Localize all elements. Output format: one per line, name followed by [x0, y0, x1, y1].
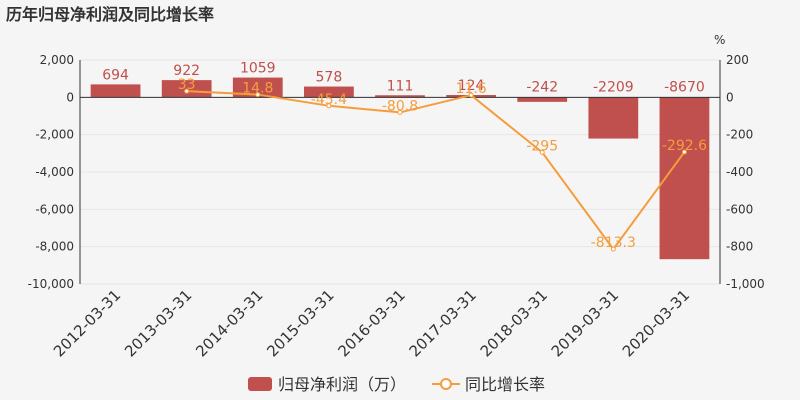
legend-bar-label[interactable]: 归母净利润（万） — [278, 375, 406, 394]
x-axis-tick-label: 2017-03-31 — [406, 286, 480, 360]
x-axis-tick-label: 2020-03-31 — [619, 286, 693, 360]
left-axis-tick-label: -6,000 — [35, 202, 74, 216]
growth-line — [186, 90, 686, 251]
bar-data-label: -242 — [526, 79, 558, 95]
bar-data-label: -2209 — [593, 79, 634, 95]
bar-data-label: 578 — [316, 70, 343, 86]
right-axis-tick-label: 0 — [726, 90, 734, 104]
bar-data-label: -8670 — [664, 79, 705, 95]
axes: 2,000 200 0 0 -2,000 -200 -4,000 -400 -6,000 -600… — [28, 53, 765, 291]
bar-data-label: 111 — [387, 78, 414, 94]
left-axis-tick-label: -4,000 — [35, 165, 74, 179]
bar-data-label: 1059 — [240, 61, 276, 77]
x-axis-tick-label: 2015-03-31 — [263, 286, 337, 360]
bar — [517, 97, 568, 102]
growth-data-label: -292.6 — [662, 138, 707, 154]
x-axis-tick-label: 2018-03-31 — [477, 286, 551, 360]
right-axis-tick-label: 200 — [726, 53, 749, 67]
growth-point — [184, 88, 190, 94]
growth-point — [681, 149, 687, 155]
bar-data-label: 124 — [458, 78, 485, 94]
bar — [588, 97, 639, 139]
left-axis-tick-label: -10,000 — [28, 277, 74, 291]
growth-point — [539, 149, 545, 155]
growth-point — [326, 103, 332, 109]
x-axis-tick-label: 2012-03-31 — [50, 286, 124, 360]
growth-series — [184, 88, 687, 252]
bar — [90, 84, 141, 98]
growth-point — [610, 246, 616, 252]
bar-labels: 694 922 1059 578 111 124 -242 -2209 -8670 — [102, 61, 705, 96]
legend-bar-swatch[interactable] — [248, 377, 272, 391]
x-axis-tick-label: 2019-03-31 — [548, 286, 622, 360]
growth-data-label: -45.4 — [311, 92, 347, 108]
bar — [659, 97, 710, 260]
bar — [375, 95, 425, 98]
legend[interactable]: 归母净利润（万） 同比增长率 — [248, 375, 545, 394]
bar — [304, 86, 354, 98]
right-axis-tick-label: -600 — [726, 202, 753, 216]
right-axis-tick-label: -1,000 — [726, 277, 765, 291]
left-axis-tick-label: -2,000 — [35, 128, 74, 142]
right-axis-tick-label: -400 — [726, 165, 753, 179]
growth-data-label: 11.6 — [456, 81, 487, 97]
x-axis-ticks: 2012-03-312013-03-312014-03-312015-03-31… — [50, 286, 693, 360]
bar-series — [90, 77, 710, 260]
growth-point — [255, 92, 261, 98]
x-axis-tick-label: 2013-03-31 — [121, 286, 195, 360]
left-axis-tick-label: 2,000 — [40, 53, 74, 67]
chart-title: 历年归母净利润及同比增长率 — [6, 5, 214, 24]
bar-data-label: 922 — [173, 63, 200, 79]
growth-data-label: -813.3 — [591, 235, 636, 251]
growth-data-label: -80.8 — [382, 98, 418, 114]
legend-line-label[interactable]: 同比增长率 — [465, 375, 545, 394]
right-axis-tick-label: -800 — [726, 240, 753, 254]
bar — [232, 77, 283, 98]
right-axis-unit: % — [714, 33, 725, 47]
left-axis-tick-label: 0 — [66, 90, 74, 104]
line-labels: 33 14.8 -45.4 -80.8 11.6 -295 -813.3 -292.6 — [178, 77, 707, 251]
legend-line-marker[interactable] — [440, 378, 452, 390]
growth-data-label: 14.8 — [242, 81, 273, 97]
x-axis-tick-label: 2014-03-31 — [192, 286, 266, 360]
bar-data-label: 694 — [102, 67, 129, 83]
growth-data-label: 33 — [178, 77, 196, 93]
growth-point — [468, 92, 474, 98]
left-axis-tick-label: -8,000 — [35, 240, 74, 254]
x-axis-tick-label: 2016-03-31 — [334, 286, 408, 360]
right-axis-tick-label: -200 — [726, 128, 753, 142]
growth-point — [397, 109, 403, 115]
growth-data-label: -295 — [526, 138, 558, 154]
